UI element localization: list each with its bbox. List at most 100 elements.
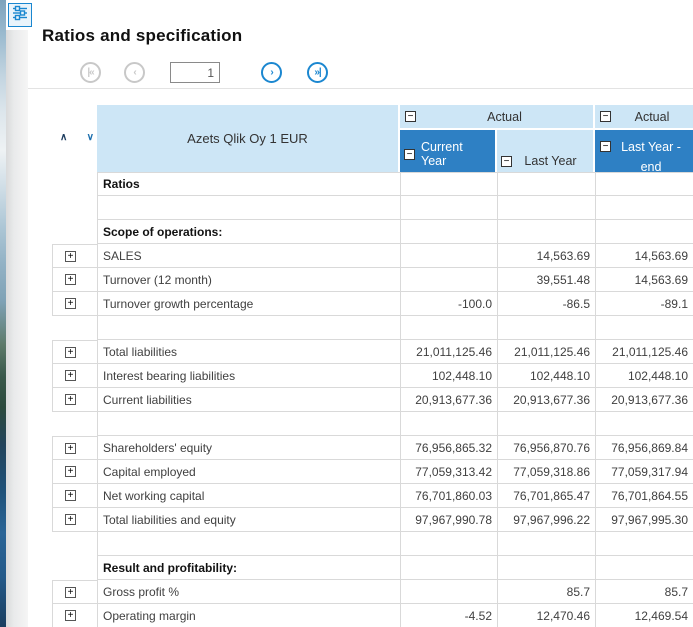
cell-value [400, 412, 497, 436]
cell-value: 20,913,677.36 [595, 388, 693, 412]
row-expander-cell: + [52, 292, 97, 316]
expand-row-icon[interactable]: + [65, 394, 76, 405]
row-label[interactable]: Total liabilities [97, 340, 400, 364]
cell-value [400, 316, 497, 340]
cell-value: 12,469.54 [595, 604, 693, 627]
expand-row-icon[interactable]: + [65, 514, 76, 525]
cell-value [497, 412, 595, 436]
sheet-settings-button[interactable] [8, 3, 32, 27]
cell-value [497, 316, 595, 340]
column-header-label: Current Year [421, 140, 463, 168]
cell-value [400, 172, 497, 196]
cell-value [595, 316, 693, 340]
collapse-column-icon[interactable]: − [404, 148, 415, 160]
pagination-bar: |« ‹ › »| [0, 60, 693, 86]
expand-row-icon[interactable]: + [65, 274, 76, 285]
row-expander-cell [52, 412, 97, 436]
table-row: + Turnover growth percentage -100.0 -86.5 -8… [52, 292, 693, 316]
cell-value [400, 244, 497, 268]
cell-value: 102,448.10 [595, 364, 693, 388]
column-group-label: Actual [634, 109, 670, 124]
row-label [97, 316, 400, 340]
expand-row-icon[interactable]: + [65, 346, 76, 358]
expand-row-icon[interactable]: + [65, 442, 76, 454]
row-label[interactable]: Turnover growth percentage [97, 292, 400, 316]
row-expander-cell [52, 532, 97, 556]
column-header-current-year[interactable]: − Current Year [400, 130, 495, 172]
cell-value [595, 196, 693, 220]
cell-value [595, 412, 693, 436]
cell-value [400, 556, 497, 580]
row-expander-cell [52, 172, 97, 196]
row-expander-cell: + [52, 340, 97, 364]
collapse-column-icon[interactable]: − [501, 155, 512, 167]
cell-value: 85.7 [595, 580, 693, 604]
sort-descending-icon[interactable]: ∨ [86, 132, 94, 143]
row-label[interactable]: Total liabilities and equity [97, 508, 400, 532]
row-label[interactable]: Interest bearing liabilities [97, 364, 400, 388]
cell-value: 77,059,313.42 [400, 460, 497, 484]
cell-value [497, 556, 595, 580]
expand-row-icon[interactable]: + [65, 586, 76, 598]
next-page-button[interactable]: › [261, 62, 282, 83]
expand-row-icon[interactable]: + [65, 466, 76, 477]
toolbar-divider [28, 88, 693, 89]
cell-value: -89.1 [595, 292, 693, 316]
row-label[interactable]: Net working capital [97, 484, 400, 508]
cell-value: -4.52 [400, 604, 497, 627]
column-group-actual-2[interactable]: − Actual [595, 105, 693, 128]
table-row: + Total liabilities and equity 97,967,990.… [52, 508, 693, 532]
expand-row-icon[interactable]: + [65, 298, 76, 309]
row-label[interactable]: Capital employed [97, 460, 400, 484]
table-body: Ratios Scope of operations: + SALES 14,563.6… [52, 172, 693, 627]
last-page-button[interactable]: »| [307, 62, 328, 83]
cell-value: 20,913,677.36 [400, 388, 497, 412]
cell-value: 20,913,677.36 [497, 388, 595, 412]
cell-value: 77,059,317.94 [595, 460, 693, 484]
cell-value [595, 556, 693, 580]
table-header: ∧ ∨ Azets Qlik Oy 1 EUR − Actual − Actua… [52, 105, 693, 174]
column-header-last-year-end[interactable]: − Last Year - end [595, 130, 693, 174]
cell-value [400, 532, 497, 556]
previous-page-button[interactable]: ‹ [124, 62, 145, 83]
row-expander-cell: + [52, 436, 97, 460]
sort-controls: ∧ ∨ [58, 130, 96, 146]
table-row: + Current liabilities 20,913,677.36 20,913,… [52, 388, 693, 412]
row-expander-cell: + [52, 460, 97, 484]
collapse-group-icon[interactable]: − [600, 111, 611, 122]
expand-row-icon[interactable]: + [65, 370, 76, 381]
row-label[interactable]: Gross profit % [97, 580, 400, 604]
column-group-label: Actual [487, 109, 522, 124]
dimension-header-cell[interactable]: Azets Qlik Oy 1 EUR [97, 105, 398, 172]
sort-ascending-icon[interactable]: ∧ [60, 132, 68, 143]
table-row: + Operating margin -4.52 12,470.46 12,469.54 [52, 604, 693, 627]
table-row: + Gross profit % 85.7 85.7 [52, 580, 693, 604]
collapse-group-icon[interactable]: − [405, 111, 416, 122]
expand-row-icon[interactable]: + [65, 490, 76, 501]
cell-value: 14,563.69 [497, 244, 595, 268]
first-page-button[interactable]: |« [80, 62, 101, 83]
row-label[interactable]: Operating margin [97, 604, 400, 627]
row-label[interactable]: Current liabilities [97, 388, 400, 412]
cell-value [400, 580, 497, 604]
row-expander-cell: + [52, 484, 97, 508]
collapse-column-icon[interactable]: − [600, 141, 611, 152]
column-group-actual-1[interactable]: − Actual [400, 105, 593, 128]
cell-value [497, 532, 595, 556]
expand-row-icon[interactable]: + [65, 610, 76, 621]
row-label[interactable]: SALES [97, 244, 400, 268]
cell-value: 21,011,125.46 [497, 340, 595, 364]
column-header-label: Last Year [524, 154, 577, 168]
expand-row-icon[interactable]: + [65, 250, 76, 262]
page-number-input[interactable] [170, 62, 220, 83]
cell-value: 21,011,125.46 [595, 340, 693, 364]
table-row: + Total liabilities 21,011,125.46 21,011,12… [52, 340, 693, 364]
cell-value [497, 220, 595, 244]
row-label[interactable]: Turnover (12 month) [97, 268, 400, 292]
left-gray-panel [6, 30, 28, 627]
column-header-last-year[interactable]: − Last Year [497, 130, 593, 172]
row-expander-cell [52, 196, 97, 220]
row-label[interactable]: Shareholders' equity [97, 436, 400, 460]
table-row [52, 316, 693, 340]
